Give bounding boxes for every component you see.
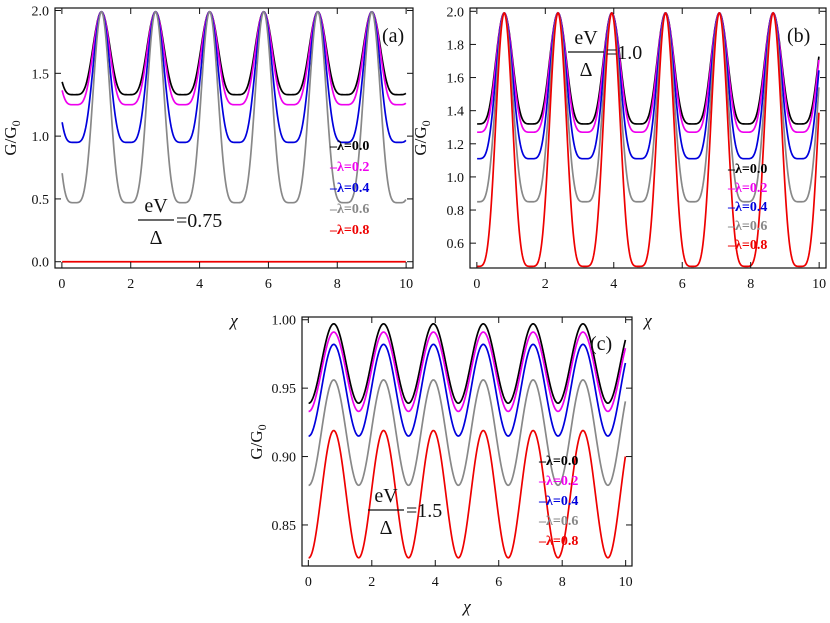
x-axis-label: χ [228, 311, 238, 330]
legend-entry: –λ=0.0 [727, 162, 767, 177]
y-tick-label: 1.5 [32, 67, 50, 82]
x-tick-label: 10 [399, 277, 413, 292]
annotation-numerator: eV [374, 485, 398, 507]
annotation-numerator: eV [574, 27, 598, 49]
legend-entry: –λ=0.2 [329, 160, 369, 175]
annotation-denominator: Δ [380, 517, 393, 539]
x-tick-label: 6 [495, 575, 502, 590]
x-tick-label: 0 [305, 575, 312, 590]
annotation: eV Δ =1.5 [368, 485, 442, 539]
series-group [308, 322, 627, 559]
x-tick-label: 2 [542, 277, 549, 292]
y-tick-label: 2.0 [447, 5, 465, 20]
legend-entry: –λ=0.2 [727, 181, 767, 196]
annotation-numerator: eV [144, 195, 168, 217]
annotation-denominator: Δ [580, 59, 593, 81]
y-axis-label: G/G0 [247, 424, 269, 459]
x-tick-label: 4 [196, 277, 203, 292]
series-line-0-8 [477, 11, 820, 268]
x-axis-label: χ [642, 311, 652, 330]
y-tick-label: 1.0 [447, 171, 465, 186]
plot-frame [54, 7, 414, 269]
y-tick-label: 0.95 [272, 382, 297, 397]
legend-entry: –λ=0.6 [538, 514, 578, 529]
y-tick-label: 1.2 [447, 138, 465, 153]
y-tick-label: 2.0 [32, 5, 50, 20]
series-line-0-4 [61, 10, 407, 144]
x-tick-label: 8 [559, 575, 566, 590]
y-axis-label: G/G0 [411, 120, 433, 155]
series-line-0-2 [308, 331, 627, 413]
x-tick-label: 8 [334, 277, 341, 292]
panel-label: (b) [787, 25, 810, 47]
y-tick-label: 0.8 [447, 204, 465, 219]
annotation-value: =1.5 [406, 500, 442, 522]
y-tick-label: 0.85 [272, 519, 297, 534]
series-line-0-2 [61, 10, 407, 106]
series-line-0-6 [477, 11, 820, 203]
panel-c: 0 2 4 6 8 10 0.85 0.90 0.95 1.00 G/G0 χ (c) –λ=0.0 –λ=… [247, 314, 633, 616]
x-tick-label: 2 [127, 277, 134, 292]
series-line-0-4 [308, 343, 627, 437]
y-tick-label: 1.8 [447, 38, 465, 53]
plot-frame [301, 316, 633, 567]
panel-a: 0 2 4 6 8 10 0.0 0.5 1.0 1.5 2.0 G/G0 χ (a) –λ=0.0 –λ=0… [1, 5, 414, 330]
annotation-value: =0.75 [176, 210, 222, 232]
legend-entry: –λ=0.0 [538, 454, 578, 469]
x-tick-label: 4 [610, 277, 617, 292]
legend-entry: –λ=0.4 [329, 181, 369, 196]
y-tick-label: 0.6 [447, 237, 465, 252]
legend-entry: –λ=0.6 [329, 202, 369, 217]
x-tick-label: 6 [679, 277, 686, 292]
annotation: eV Δ =0.75 [138, 195, 222, 249]
y-tick-label: 0.0 [32, 256, 50, 271]
plot-frame [469, 7, 827, 269]
annotation: eV Δ =1.0 [568, 27, 642, 81]
legend-entry: –λ=0.4 [538, 494, 578, 509]
x-tick-label: 6 [265, 277, 272, 292]
series-line-0-6 [308, 379, 627, 487]
annotation-value: =1.0 [606, 42, 642, 64]
series-line-0-0 [61, 10, 407, 96]
legend-entry: –λ=0.8 [727, 238, 767, 253]
x-tick-label: 8 [747, 277, 754, 292]
legend-entry: –λ=0.0 [329, 139, 369, 154]
series-line-0-8 [308, 429, 627, 559]
y-axis-label: G/G0 [1, 120, 23, 155]
x-tick-label: 10 [812, 277, 826, 292]
y-tick-label: 1.00 [272, 314, 297, 329]
series-line-0-2 [477, 12, 820, 134]
legend-entry: –λ=0.2 [538, 474, 578, 489]
y-tick-label: 1.6 [447, 72, 465, 87]
x-tick-label: 0 [473, 277, 480, 292]
y-tick-label: 1.4 [447, 105, 465, 120]
x-tick-label: 2 [368, 575, 375, 590]
y-tick-label: 1.0 [32, 130, 50, 145]
legend-entry: –λ=0.4 [727, 200, 767, 215]
x-tick-label: 10 [619, 575, 633, 590]
legend-entry: –λ=0.6 [727, 219, 767, 234]
series-line-0-4 [477, 11, 820, 160]
series-line-0-0 [308, 322, 627, 405]
series-group [477, 11, 820, 268]
panel-label: (a) [382, 25, 404, 47]
panel-b: 0 2 4 6 8 10 0.6 0.8 1.0 1.2 1.4 1.6 1.8 2.0 G/G0 χ (b) –… [411, 5, 827, 330]
x-tick-label: 0 [58, 277, 65, 292]
y-tick-label: 0.5 [32, 193, 50, 208]
annotation-denominator: Δ [150, 227, 163, 249]
y-tick-label: 0.90 [272, 451, 297, 466]
series-line-0-6 [61, 10, 407, 204]
x-tick-label: 4 [432, 575, 439, 590]
x-axis-label: χ [461, 597, 471, 616]
legend-entry: –λ=0.8 [329, 223, 369, 238]
series-group [61, 10, 407, 263]
panel-label: (c) [590, 333, 612, 355]
legend-entry: –λ=0.8 [538, 534, 578, 549]
